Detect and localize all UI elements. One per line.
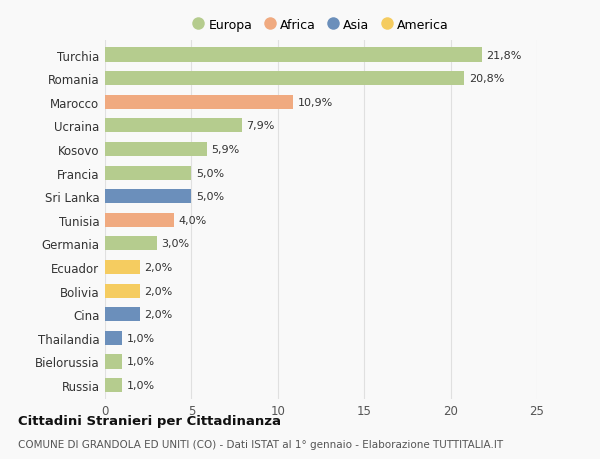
Legend: Europa, Africa, Asia, America: Europa, Africa, Asia, America [193, 18, 449, 32]
Text: 4,0%: 4,0% [178, 215, 206, 225]
Text: 1,0%: 1,0% [127, 357, 155, 367]
Text: 1,0%: 1,0% [127, 380, 155, 390]
Text: 20,8%: 20,8% [469, 74, 504, 84]
Text: 5,9%: 5,9% [211, 145, 239, 155]
Bar [105, 308, 140, 322]
Bar [105, 95, 293, 110]
Bar [105, 354, 122, 369]
Bar [105, 213, 174, 227]
Text: 7,9%: 7,9% [246, 121, 274, 131]
Bar [105, 119, 242, 133]
Text: Cittadini Stranieri per Cittadinanza: Cittadini Stranieri per Cittadinanza [18, 414, 281, 428]
Bar [105, 190, 191, 204]
Text: COMUNE DI GRANDOLA ED UNITI (CO) - Dati ISTAT al 1° gennaio - Elaborazione TUTTI: COMUNE DI GRANDOLA ED UNITI (CO) - Dati … [18, 440, 503, 449]
Bar [105, 331, 122, 345]
Bar [105, 48, 482, 62]
Text: 10,9%: 10,9% [298, 98, 333, 107]
Text: 1,0%: 1,0% [127, 333, 155, 343]
Text: 2,0%: 2,0% [144, 263, 172, 273]
Bar [105, 284, 140, 298]
Text: 2,0%: 2,0% [144, 309, 172, 319]
Bar [105, 166, 191, 180]
Text: 5,0%: 5,0% [196, 192, 224, 202]
Bar [105, 237, 157, 251]
Bar [105, 260, 140, 274]
Bar [105, 72, 464, 86]
Bar [105, 378, 122, 392]
Text: 21,8%: 21,8% [486, 50, 521, 61]
Text: 2,0%: 2,0% [144, 286, 172, 296]
Text: 3,0%: 3,0% [161, 239, 189, 249]
Bar [105, 143, 207, 157]
Text: 5,0%: 5,0% [196, 168, 224, 178]
